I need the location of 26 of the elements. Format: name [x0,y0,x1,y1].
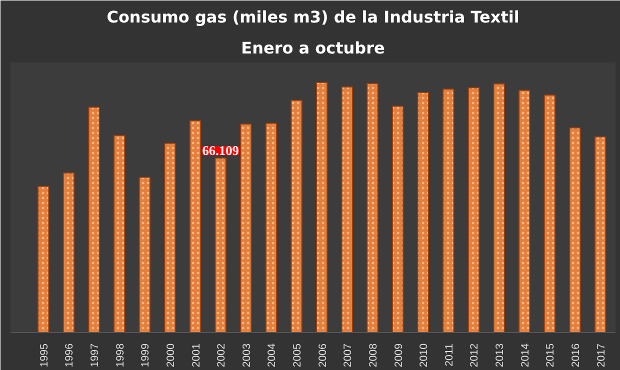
x-tick-label: 2008 [367,343,380,368]
x-tick-label: 2002 [216,343,228,368]
x-tick-label: 2003 [240,343,253,368]
x-tick-label: 2006 [316,343,329,368]
x-tick-label: 2004 [266,343,278,368]
x-tick-label: 1995 [38,343,50,368]
x-tick-label: 2010 [418,343,430,368]
x-tick-label: 2011 [443,343,456,366]
x-tick-label: 2014 [519,343,532,368]
x-tick-label: 1998 [114,343,126,368]
x-tick-label: 2005 [292,343,304,368]
x-tick-label: 1999 [140,343,152,368]
x-tick-label: 2012 [468,343,481,368]
x-tick-label: 2009 [392,343,405,368]
x-tick-label: 2007 [342,343,354,368]
x-tick-label: 1997 [89,343,102,368]
data-label: 66.109 [202,143,240,158]
chart-title: Consumo gas (miles m3) de la Industria Textil [106,8,520,26]
x-tick-label: 1996 [64,343,76,368]
x-tick-label: 2017 [595,343,608,368]
x-tick-label: 2015 [544,343,557,368]
x-tick-label: 2013 [494,343,506,368]
x-tick-label: 2001 [190,343,202,368]
chart-subtitle: Enero a octubre [241,38,385,58]
x-tick-label: 2000 [164,343,177,368]
x-tick-label: 2016 [570,343,582,368]
